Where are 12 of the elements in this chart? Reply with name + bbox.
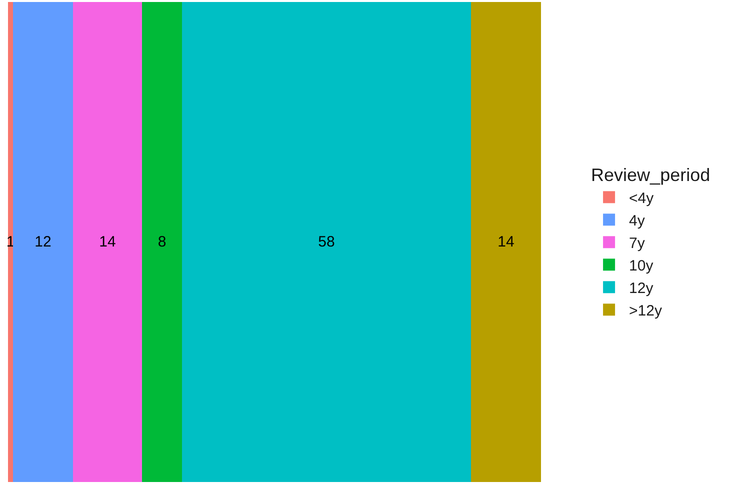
data-label: 14 [498, 234, 514, 250]
legend-label: 12y [629, 280, 654, 297]
legend-label: >12y [629, 302, 662, 320]
data-label: 8 [158, 234, 166, 250]
legend-label: <4y [629, 190, 654, 207]
data-label: 12 [34, 234, 52, 250]
data-label: 58 [318, 234, 335, 250]
legend-title: Review_period [591, 164, 710, 185]
legend-label: 7y [629, 235, 646, 252]
legend-label: 4y [629, 212, 646, 230]
legend-label: 10y [629, 258, 654, 274]
data-label: 14 [99, 234, 116, 250]
